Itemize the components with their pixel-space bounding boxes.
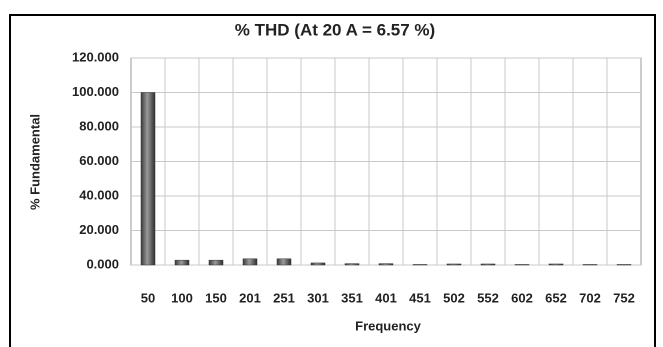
bar [310,262,326,266]
x-tick-label: 451 [409,290,431,305]
bar [446,263,462,266]
bar [514,264,530,266]
x-tick-label: 100 [171,290,193,305]
x-tick-label: 401 [375,290,397,305]
x-tick-label: 702 [579,290,601,305]
x-tick-label: 652 [545,290,567,305]
x-tick-label: 150 [205,290,227,305]
y-tick-label: 20.000 [79,222,119,237]
chart-title: % THD (At 20 A = 6.57 %) [235,20,435,39]
bar [276,258,292,266]
chart-frame [9,14,656,347]
y-tick-label: 40.000 [79,187,119,202]
bar [480,263,496,266]
x-tick-label: 502 [443,290,465,305]
y-tick-label: 60.000 [79,153,119,168]
bar [344,263,360,266]
x-tick-label: 602 [511,290,533,305]
x-tick-label: 251 [273,290,295,305]
y-axis-label: % Fundamental [27,114,42,210]
bar [412,264,428,266]
y-tick-label: 100.000 [72,84,119,99]
x-tick-label: 201 [239,290,261,305]
x-tick-label: 50 [141,290,155,305]
bar [616,264,632,266]
bar [242,258,258,266]
y-tick-label: 80.000 [79,118,119,133]
bar [208,259,224,266]
x-axis-label: Frequency [355,318,422,333]
x-tick-label: 552 [477,290,499,305]
y-tick-label: 0.000 [86,256,119,271]
bar [582,264,598,266]
bar [548,263,564,266]
bar [378,263,394,266]
x-tick-label: 351 [341,290,363,305]
x-tick-label: 301 [307,290,329,305]
y-tick-label: 120.000 [72,49,119,64]
bar [140,92,156,266]
x-tick-label: 752 [613,290,635,305]
bar [174,259,190,266]
